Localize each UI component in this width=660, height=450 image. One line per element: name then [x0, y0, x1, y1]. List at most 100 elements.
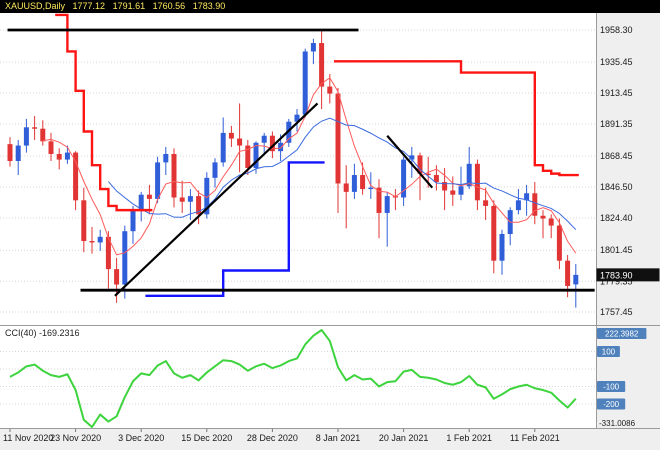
svg-text:-331.0086: -331.0086 — [599, 419, 636, 428]
svg-text:1 Feb 2021: 1 Feb 2021 — [446, 433, 492, 443]
bull-candle — [573, 274, 579, 285]
bear-candle — [228, 132, 234, 139]
bull-candle — [458, 186, 464, 195]
bear-candle — [81, 200, 87, 242]
bear-candle — [32, 127, 38, 129]
svg-text:-100: -100 — [603, 383, 620, 392]
bull-candle — [163, 153, 169, 163]
svg-text:11 Feb 2021: 11 Feb 2021 — [510, 433, 560, 443]
downtrend-line[interactable] — [386, 135, 434, 189]
axis-background-layer — [0, 13, 660, 450]
bull-candle — [122, 231, 128, 285]
price-axis: 1958.30 1935.45 1913.45 1891.35 1868.45 1846.… — [596, 25, 660, 317]
bear-candle — [450, 190, 456, 195]
bear-candle — [360, 175, 366, 190]
bear-candle — [565, 260, 571, 286]
bull-candle — [351, 175, 357, 192]
bear-candle — [417, 155, 423, 174]
svg-text:222.3982: 222.3982 — [605, 330, 639, 339]
bull-candle — [278, 142, 284, 152]
bear-candle — [319, 43, 325, 87]
indicator-label: CCI(40) -169.2316 — [5, 328, 80, 338]
bear-candle — [474, 163, 480, 201]
bear-candle — [548, 218, 554, 226]
svg-text:28 Dec 2020: 28 Dec 2020 — [247, 433, 298, 443]
cci-level-badge — [597, 328, 647, 339]
ma-slow-line — [108, 117, 577, 231]
cci-layer — [9, 329, 577, 428]
svg-text:1913.45: 1913.45 — [600, 88, 633, 98]
svg-text:23 Nov 2020: 23 Nov 2020 — [50, 433, 101, 443]
svg-text:-200: -200 — [603, 400, 620, 409]
bull-candle — [401, 159, 407, 198]
bull-candle — [212, 162, 218, 178]
svg-text:11 Nov 2020: 11 Nov 2020 — [3, 433, 53, 443]
svg-text:15 Dec 2020: 15 Dec 2020 — [181, 433, 232, 443]
bear-candle — [40, 128, 46, 142]
bull-candle — [15, 145, 21, 161]
bull-candle — [466, 163, 472, 187]
bull-candle — [286, 121, 292, 143]
bull-candle — [515, 200, 521, 211]
svg-text:1824.40: 1824.40 — [600, 213, 633, 223]
low-value: 1760.56 — [152, 1, 186, 11]
symbol-timeframe-label: XAUUSD,Daily — [5, 1, 66, 11]
bull-candle — [409, 155, 415, 160]
bear-candle — [556, 225, 562, 261]
svg-text:8 Jan 2021: 8 Jan 2021 — [316, 433, 361, 443]
bear-candle — [335, 93, 341, 184]
bear-candle — [56, 153, 62, 160]
bear-candle — [540, 215, 546, 219]
bear-candle — [425, 173, 431, 176]
ohlc-info-bar: XAUUSD,Daily 1777.12 1791.61 1760.56 178… — [0, 0, 660, 13]
bull-candle — [499, 234, 505, 261]
uptrend-line[interactable] — [114, 102, 319, 297]
trend-stop-down — [334, 60, 579, 177]
svg-text:1891.35: 1891.35 — [600, 119, 633, 129]
bear-candle — [146, 194, 152, 199]
svg-text:1846.50: 1846.50 — [600, 182, 633, 192]
bear-candle — [245, 145, 251, 169]
bear-candle — [179, 197, 185, 202]
svg-text:1783.90: 1783.90 — [600, 270, 633, 280]
bull-candle — [261, 135, 267, 143]
bull-candle — [204, 177, 210, 215]
bear-candle — [48, 141, 54, 154]
current-price-badge — [596, 268, 660, 282]
candles-layer — [7, 29, 579, 308]
bull-candle — [302, 51, 308, 115]
bear-candle — [376, 187, 382, 213]
bear-candle — [105, 236, 111, 270]
bear-candle — [327, 86, 333, 94]
cci-level-badge — [597, 398, 626, 410]
svg-text:1958.30: 1958.30 — [600, 25, 633, 35]
close-value: 1783.90 — [192, 1, 226, 11]
bull-candle — [524, 193, 530, 201]
bear-candle — [343, 183, 349, 192]
bull-candle — [64, 152, 70, 160]
ma-fast-line — [42, 77, 577, 256]
bear-candle — [491, 205, 497, 261]
bull-candle — [187, 196, 193, 202]
cci-line — [9, 329, 577, 428]
bull-candle — [384, 196, 390, 213]
open-value: 1777.12 — [72, 1, 106, 11]
svg-text:100: 100 — [602, 347, 616, 356]
high-value: 1791.61 — [112, 1, 146, 11]
trend-stop-layer — [55, 13, 579, 297]
bull-candle — [368, 187, 374, 190]
separator-layer — [0, 13, 660, 429]
bull-candle — [310, 43, 316, 52]
bull-candle — [253, 142, 259, 169]
bear-candle — [483, 200, 489, 206]
moving-average-layer — [42, 77, 577, 256]
bear-candle — [89, 241, 95, 243]
bear-candle — [7, 144, 13, 161]
indicator-axis: 222.3982 100 -100 -200 -331.0086 — [597, 328, 647, 428]
bull-candle — [155, 162, 161, 199]
svg-text:1757.45: 1757.45 — [600, 307, 633, 317]
cci-level-badge — [597, 345, 620, 357]
